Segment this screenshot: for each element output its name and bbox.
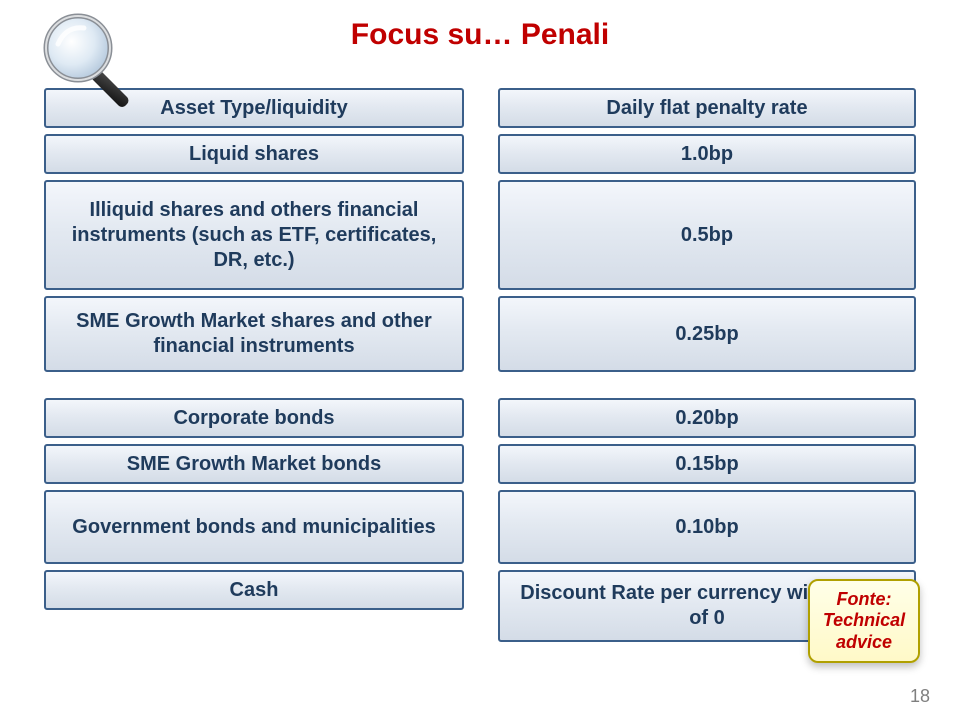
source-line2: Technical bbox=[823, 610, 905, 632]
row-sme-shares: SME Growth Market shares and other finan… bbox=[44, 296, 464, 372]
row-liquid-shares: Liquid shares bbox=[44, 134, 464, 174]
magnifier-icon bbox=[36, 6, 146, 116]
rate-liquid: 1.0bp bbox=[498, 134, 916, 174]
row-gov-bonds: Government bonds and municipalities bbox=[44, 490, 464, 564]
right-header: Daily flat penalty rate bbox=[498, 88, 916, 128]
row-sme-bonds: SME Growth Market bonds bbox=[44, 444, 464, 484]
rate-corporate-bonds: 0.20bp bbox=[498, 398, 916, 438]
rate-illiquid: 0.5bp bbox=[498, 180, 916, 290]
penalty-rate-column: Daily flat penalty rate 1.0bp 0.5bp 0.25… bbox=[498, 88, 916, 642]
spacer bbox=[44, 372, 464, 398]
table-columns: Asset Type/liquidity Liquid shares Illiq… bbox=[40, 88, 920, 642]
source-line3: advice bbox=[836, 632, 892, 654]
slide-title: Focus su… Penali bbox=[40, 18, 920, 52]
spacer bbox=[498, 372, 916, 398]
row-illiquid-shares: Illiquid shares and others financial ins… bbox=[44, 180, 464, 290]
source-badge: Fonte: Technical advice bbox=[808, 579, 920, 663]
rate-sme-shares: 0.25bp bbox=[498, 296, 916, 372]
slide: Focus su… Penali Asset Type/liquidity Li… bbox=[0, 0, 960, 721]
source-line1: Fonte: bbox=[837, 589, 892, 611]
rate-sme-bonds: 0.15bp bbox=[498, 444, 916, 484]
asset-type-column: Asset Type/liquidity Liquid shares Illiq… bbox=[44, 88, 464, 642]
row-corporate-bonds: Corporate bonds bbox=[44, 398, 464, 438]
row-cash: Cash bbox=[44, 570, 464, 610]
rate-gov-bonds: 0.10bp bbox=[498, 490, 916, 564]
page-number: 18 bbox=[910, 686, 930, 707]
